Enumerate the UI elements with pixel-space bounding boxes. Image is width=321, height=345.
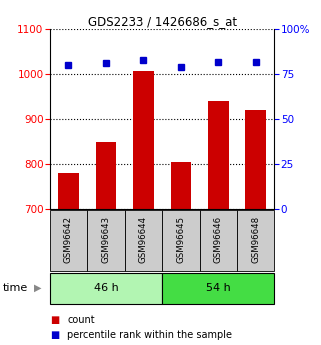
Text: GSM96643: GSM96643 bbox=[101, 216, 110, 263]
Bar bbox=[162, 210, 200, 271]
Bar bbox=[200, 210, 237, 271]
Bar bbox=[162, 273, 274, 304]
Text: GSM96645: GSM96645 bbox=[176, 216, 185, 263]
Text: ■: ■ bbox=[50, 331, 59, 340]
Text: 54 h: 54 h bbox=[206, 283, 231, 293]
Text: GSM96648: GSM96648 bbox=[251, 216, 260, 263]
Text: percentile rank within the sample: percentile rank within the sample bbox=[67, 331, 232, 340]
Bar bbox=[208, 101, 229, 345]
Bar bbox=[170, 161, 191, 345]
Text: count: count bbox=[67, 315, 95, 325]
Bar bbox=[50, 210, 87, 271]
Bar bbox=[237, 210, 274, 271]
Bar bbox=[133, 71, 154, 345]
Text: GSM96644: GSM96644 bbox=[139, 216, 148, 263]
Text: ■: ■ bbox=[50, 315, 59, 325]
Text: ▶: ▶ bbox=[34, 283, 41, 293]
Text: GSM96646: GSM96646 bbox=[214, 216, 223, 263]
Bar bbox=[246, 110, 266, 345]
Bar bbox=[125, 210, 162, 271]
Text: 46 h: 46 h bbox=[93, 283, 118, 293]
Bar bbox=[96, 142, 116, 345]
Title: GDS2233 / 1426686_s_at: GDS2233 / 1426686_s_at bbox=[88, 15, 237, 28]
Bar bbox=[87, 210, 125, 271]
Bar bbox=[50, 273, 162, 304]
Text: time: time bbox=[3, 283, 29, 293]
Bar bbox=[58, 173, 79, 345]
Text: GSM96642: GSM96642 bbox=[64, 216, 73, 263]
